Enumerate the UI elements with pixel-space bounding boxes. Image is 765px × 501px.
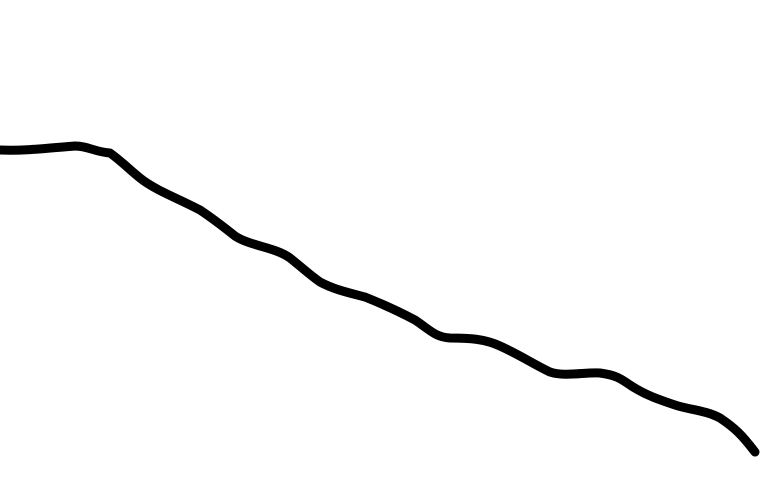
- freehand-stroke: [0, 141, 760, 457]
